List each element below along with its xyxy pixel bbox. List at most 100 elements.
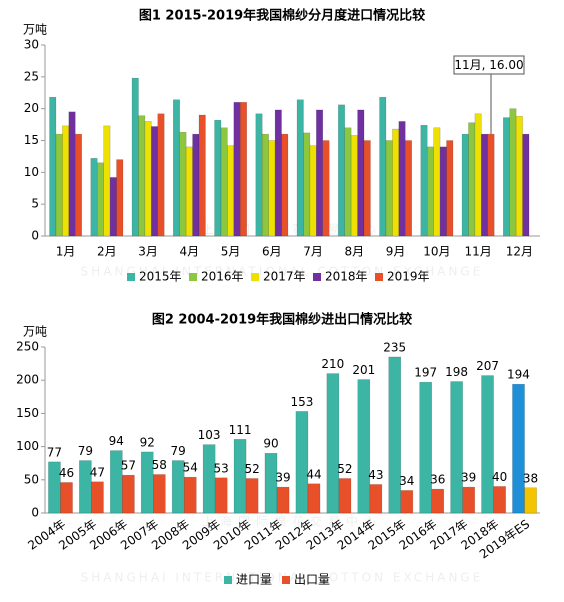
bar xyxy=(295,411,309,514)
bar xyxy=(183,476,197,514)
legend-label: 2016年 xyxy=(201,270,244,284)
y-unit: 万吨 xyxy=(23,23,47,37)
data-label: 235 xyxy=(383,340,406,354)
x-tick-label: 11月 xyxy=(464,245,491,259)
data-label: 39 xyxy=(461,471,476,485)
legend-swatch xyxy=(375,273,383,281)
x-tick-label: 1月 xyxy=(56,245,76,259)
bar xyxy=(420,124,428,237)
data-label: 53 xyxy=(214,461,229,475)
bar xyxy=(322,140,330,237)
bar xyxy=(255,113,263,237)
bar xyxy=(309,145,317,237)
bar xyxy=(157,113,165,237)
data-label: 153 xyxy=(290,395,313,409)
bar xyxy=(214,477,228,514)
bar xyxy=(96,162,104,237)
legend-label: 2015年 xyxy=(139,270,182,284)
bar xyxy=(344,127,352,237)
data-label: 34 xyxy=(399,474,414,488)
bar xyxy=(198,114,206,237)
data-label: 46 xyxy=(59,466,74,480)
x-tick-label: 10月 xyxy=(423,245,450,259)
bar xyxy=(138,115,146,237)
annotation: 11月, 16.00 xyxy=(454,58,523,72)
y-tick-label: 100 xyxy=(16,439,39,453)
x-tick-label: 5月 xyxy=(221,245,241,259)
x-tick-label: 12月 xyxy=(506,245,533,259)
legend-swatch xyxy=(189,273,197,281)
y-tick-label: 250 xyxy=(16,340,39,354)
bar xyxy=(338,104,345,237)
x-tick-label: 2月 xyxy=(97,245,117,259)
bar xyxy=(388,356,402,514)
data-label: 210 xyxy=(321,357,344,371)
bar xyxy=(233,102,241,237)
bar xyxy=(296,99,304,237)
bar xyxy=(276,486,290,514)
bar xyxy=(379,96,387,237)
bar xyxy=(264,452,278,514)
bar xyxy=(369,484,383,514)
bar xyxy=(153,474,166,514)
legend-swatch xyxy=(313,273,321,281)
data-label: 39 xyxy=(275,471,290,485)
bar xyxy=(357,379,371,514)
bar xyxy=(202,444,216,514)
data-label: 77 xyxy=(47,445,62,459)
data-label: 47 xyxy=(90,465,105,479)
y-tick-label: 200 xyxy=(16,373,39,387)
bar xyxy=(173,99,180,237)
bar xyxy=(468,122,476,237)
annotation-box xyxy=(453,55,525,75)
legend-swatch xyxy=(127,273,135,281)
data-label: 52 xyxy=(337,462,352,476)
legend-swatch xyxy=(251,273,259,281)
data-label: 52 xyxy=(244,462,259,476)
data-label: 79 xyxy=(171,444,186,458)
y-tick-label: 0 xyxy=(31,506,39,520)
bar xyxy=(233,439,247,514)
x-tick-label: 4月 xyxy=(180,245,200,259)
bar xyxy=(60,482,73,514)
data-label: 38 xyxy=(523,471,538,485)
bar xyxy=(481,133,489,237)
bar xyxy=(419,381,432,514)
data-label: 94 xyxy=(109,434,124,448)
data-label: 194 xyxy=(507,368,530,382)
x-tick-label: 6月 xyxy=(262,245,282,259)
bar xyxy=(179,131,187,237)
bar xyxy=(398,121,406,237)
data-label: 198 xyxy=(445,365,468,379)
y-tick-label: 150 xyxy=(16,406,39,420)
data-label: 111 xyxy=(229,423,252,437)
bar xyxy=(433,127,441,237)
bar xyxy=(462,486,475,514)
data-label: 57 xyxy=(121,459,136,473)
bar xyxy=(450,381,463,514)
data-label: 36 xyxy=(430,473,445,487)
data-label: 90 xyxy=(263,437,278,451)
bar xyxy=(385,140,393,237)
watermark: 上海国际棉花交易中心 xyxy=(202,514,382,529)
bar xyxy=(446,140,454,237)
x-tick-label: 7月 xyxy=(303,245,323,259)
y-tick-label: 10 xyxy=(24,165,39,179)
bar xyxy=(515,116,523,237)
legend-swatch xyxy=(282,576,290,584)
bar xyxy=(474,113,482,237)
chart-title: 图2 2004-2019年我国棉纱进出口情况比较 xyxy=(152,312,412,328)
bar xyxy=(109,177,117,237)
bar xyxy=(509,108,517,237)
y-tick-label: 50 xyxy=(24,472,39,486)
bar xyxy=(503,117,510,237)
bar xyxy=(326,373,340,514)
data-label: 103 xyxy=(198,428,221,442)
y-tick-label: 0 xyxy=(31,229,39,243)
data-label: 44 xyxy=(306,467,321,481)
bar xyxy=(274,109,282,237)
bar xyxy=(307,483,321,514)
bar xyxy=(405,140,412,237)
data-label: 201 xyxy=(352,363,375,377)
